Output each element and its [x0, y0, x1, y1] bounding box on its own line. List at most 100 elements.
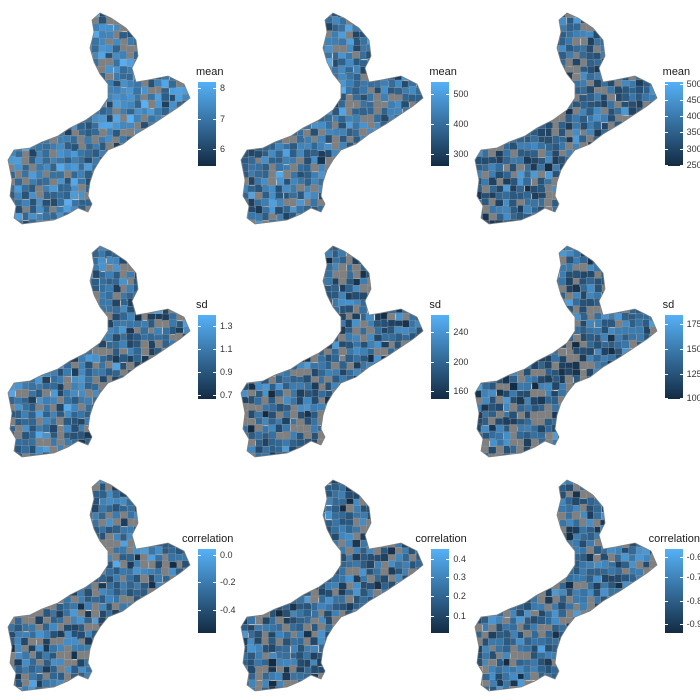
municipality-cell — [183, 347, 190, 356]
legend-tick — [213, 395, 216, 397]
municipality-cell — [119, 135, 128, 145]
legend-tick-label: 400 — [686, 110, 700, 121]
municipality-cell — [657, 10, 665, 18]
municipality-cell — [657, 186, 665, 194]
municipality-cell — [15, 284, 24, 294]
municipality-cell — [408, 453, 417, 458]
municipality-cell — [324, 191, 333, 200]
municipality-cell — [585, 107, 594, 117]
municipality-cell — [523, 44, 532, 53]
municipality-cell — [126, 445, 135, 454]
municipality-cell — [283, 313, 292, 323]
municipality-cell — [248, 51, 257, 60]
municipality-cell — [303, 108, 312, 117]
municipality-cell — [168, 369, 178, 378]
municipality-cell — [141, 128, 150, 137]
municipality-cell — [424, 171, 432, 179]
municipality-cell — [50, 121, 60, 130]
municipality-cell — [148, 57, 158, 67]
municipality-cell — [64, 115, 74, 124]
municipality-cell — [148, 264, 157, 273]
municipality-cell — [49, 265, 58, 274]
municipality-cell — [154, 129, 163, 138]
municipality-cell — [85, 292, 94, 301]
municipality-cell — [148, 213, 157, 222]
map-panel: mean 500 400 300 — [233, 0, 468, 233]
municipality-cell — [422, 397, 424, 406]
municipality-cell — [36, 38, 45, 47]
municipality-cell — [671, 172, 679, 180]
municipality-cell — [189, 246, 190, 253]
municipality-cell — [141, 51, 150, 60]
municipality-cell — [475, 298, 484, 307]
municipality-cell — [181, 157, 190, 167]
municipality-cell — [415, 305, 424, 315]
municipality-cell — [204, 206, 212, 214]
municipality-cell — [70, 94, 79, 103]
municipality-cell — [649, 212, 657, 221]
municipality-cell — [657, 39, 665, 47]
municipality-cell — [269, 38, 278, 48]
municipality-cell — [551, 220, 560, 224]
municipality-cell — [56, 65, 65, 74]
municipality-cell — [537, 59, 547, 69]
municipality-cell — [119, 446, 128, 455]
municipality-cell — [367, 432, 377, 441]
municipality-cell — [438, 425, 446, 433]
municipality-cell — [241, 24, 250, 33]
municipality-cell — [134, 369, 143, 378]
municipality-cell — [381, 65, 390, 74]
municipality-cell — [269, 257, 279, 267]
municipality-cell — [352, 13, 362, 18]
municipality-cell — [42, 306, 52, 315]
municipality-cell — [303, 347, 312, 357]
municipality-cell — [168, 24, 177, 33]
municipality-cell — [394, 348, 403, 358]
municipality-cell — [262, 312, 271, 322]
municipality-cell — [141, 390, 150, 400]
municipality-cell — [296, 452, 305, 458]
municipality-cell — [22, 58, 31, 67]
municipality-cell — [182, 264, 190, 274]
municipality-cell — [387, 377, 396, 386]
municipality-cell — [606, 17, 615, 27]
municipality-cell — [98, 445, 107, 454]
municipality-cell — [353, 212, 362, 221]
municipality-cell — [112, 439, 121, 449]
municipality-cell — [516, 129, 525, 138]
municipality-cell — [381, 452, 391, 458]
municipality-cell — [133, 79, 143, 88]
municipality-cell — [559, 205, 568, 214]
municipality-cell — [120, 404, 129, 413]
municipality-cell — [614, 13, 623, 18]
municipality-cell — [360, 199, 369, 208]
region-map — [7, 12, 212, 225]
municipality-cell — [289, 66, 298, 76]
municipality-cell — [311, 59, 320, 68]
municipality-cell — [503, 72, 512, 81]
municipality-cell — [524, 92, 533, 102]
municipality-cell — [416, 45, 424, 54]
municipality-cell — [488, 30, 498, 39]
municipality-cell — [495, 108, 504, 117]
municipality-cell — [409, 389, 419, 399]
municipality-cell — [516, 65, 525, 74]
municipality-cell — [409, 135, 418, 144]
municipality-cell — [481, 64, 490, 74]
municipality-cell — [22, 369, 31, 378]
municipality-cell — [474, 115, 482, 125]
municipality-cell — [98, 16, 107, 25]
region-map — [240, 12, 432, 225]
municipality-cell — [600, 192, 609, 201]
municipality-cell — [8, 115, 16, 125]
municipality-cell — [99, 452, 108, 458]
municipality-cell — [381, 445, 391, 454]
municipality-cell — [198, 24, 206, 32]
municipality-cell — [133, 136, 142, 145]
municipality-cell — [134, 220, 143, 224]
municipality-cell — [408, 383, 418, 393]
municipality-cell — [269, 122, 278, 131]
municipality-cell — [63, 100, 72, 109]
municipality-cell — [388, 278, 398, 287]
municipality-cell — [154, 284, 163, 293]
